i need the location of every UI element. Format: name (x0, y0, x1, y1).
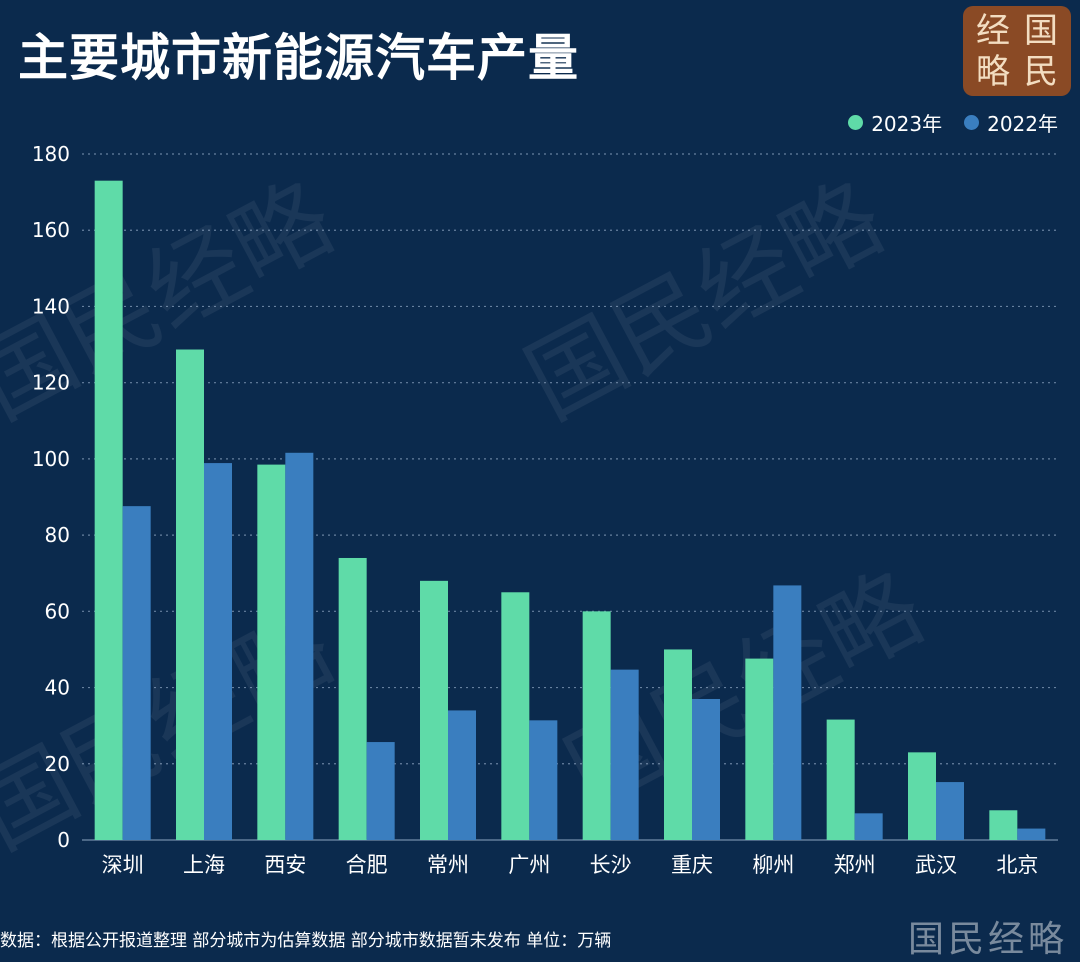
x-tick-label: 北京 (996, 853, 1038, 877)
y-tick-label: 20 (45, 752, 70, 776)
bar-2022 (285, 452, 314, 840)
source-note: 数据：根据公开报道整理 部分城市为估算数据 部分城市数据暂未发布 单位：万辆 (0, 931, 612, 951)
bar-2022 (854, 813, 883, 840)
bars (94, 180, 1046, 840)
bar-2023 (338, 557, 367, 840)
logo-char: 略 (976, 51, 1010, 92)
bar-2022 (122, 506, 151, 840)
brand-logo: 经 国 略 民 (963, 6, 1071, 96)
bar-2022 (773, 585, 802, 840)
bar-2023 (176, 349, 204, 840)
logo-char: 民 (1024, 51, 1058, 92)
x-tick-label: 柳州 (752, 853, 794, 877)
x-tick-label: 常州 (427, 853, 469, 877)
bar-2022 (529, 720, 558, 840)
legend-item-2023: 2023年 (848, 108, 942, 137)
y-tick-label: 180 (32, 142, 70, 166)
x-axis-labels: 深圳 上海 西安 合肥 常州 广州 长沙 重庆 柳州 郑州 武汉 北京 (102, 853, 1039, 877)
bar-2022 (1017, 828, 1046, 840)
bar-2022 (692, 698, 720, 840)
legend-item-2022: 2022年 (964, 108, 1058, 137)
legend-dot-2022 (964, 115, 980, 130)
bar-2023 (664, 649, 692, 840)
bar-2023 (94, 180, 123, 840)
footer-brand: 国民经略 (907, 919, 1068, 960)
bar-2023 (582, 611, 611, 840)
x-tick-label: 重庆 (671, 853, 713, 877)
bar-2022 (610, 669, 639, 840)
y-tick-label: 60 (45, 599, 70, 623)
y-tick-label: 120 (32, 371, 70, 395)
x-tick-label: 郑州 (834, 853, 876, 877)
x-tick-label: 西安 (264, 853, 306, 877)
legend-dot-2023 (848, 115, 864, 130)
y-axis-ticks: 0 20 40 60 80 100 120 140 160 180 (32, 142, 70, 852)
x-tick-label: 广州 (508, 853, 550, 877)
x-tick-label: 深圳 (102, 853, 144, 877)
logo-char: 国 (1024, 10, 1058, 51)
x-tick-label: 合肥 (346, 853, 388, 877)
bar-2022 (366, 742, 395, 840)
legend-label-2022: 2022年 (987, 112, 1058, 136)
bar-2022 (936, 782, 964, 840)
x-tick-label: 上海 (183, 853, 225, 877)
bar-2023 (745, 658, 774, 840)
bar-2023 (420, 580, 448, 840)
logo-char: 经 (976, 10, 1010, 51)
watermark: 国民经略 (509, 161, 901, 440)
bar-2022 (448, 710, 476, 840)
bar-2023 (826, 719, 855, 840)
y-tick-label: 40 (45, 676, 70, 700)
y-tick-label: 140 (32, 294, 70, 318)
x-tick-label: 长沙 (590, 853, 632, 877)
bar-2023 (989, 810, 1018, 840)
y-tick-label: 80 (45, 523, 70, 547)
y-tick-label: 0 (57, 828, 70, 852)
legend-label-2023: 2023年 (871, 112, 943, 136)
chart-title: 主要城市新能源汽车产量 (18, 29, 579, 87)
bar-2022 (204, 463, 232, 840)
x-tick-label: 武汉 (915, 853, 957, 877)
bar-2023 (501, 592, 530, 840)
bar-2023 (257, 464, 286, 840)
chart-legend: 2023年 2022年 (848, 108, 1058, 137)
gridlines (82, 153, 1058, 841)
y-tick-label: 100 (32, 447, 70, 471)
y-tick-label: 160 (32, 218, 70, 242)
bar-2023 (908, 752, 936, 840)
